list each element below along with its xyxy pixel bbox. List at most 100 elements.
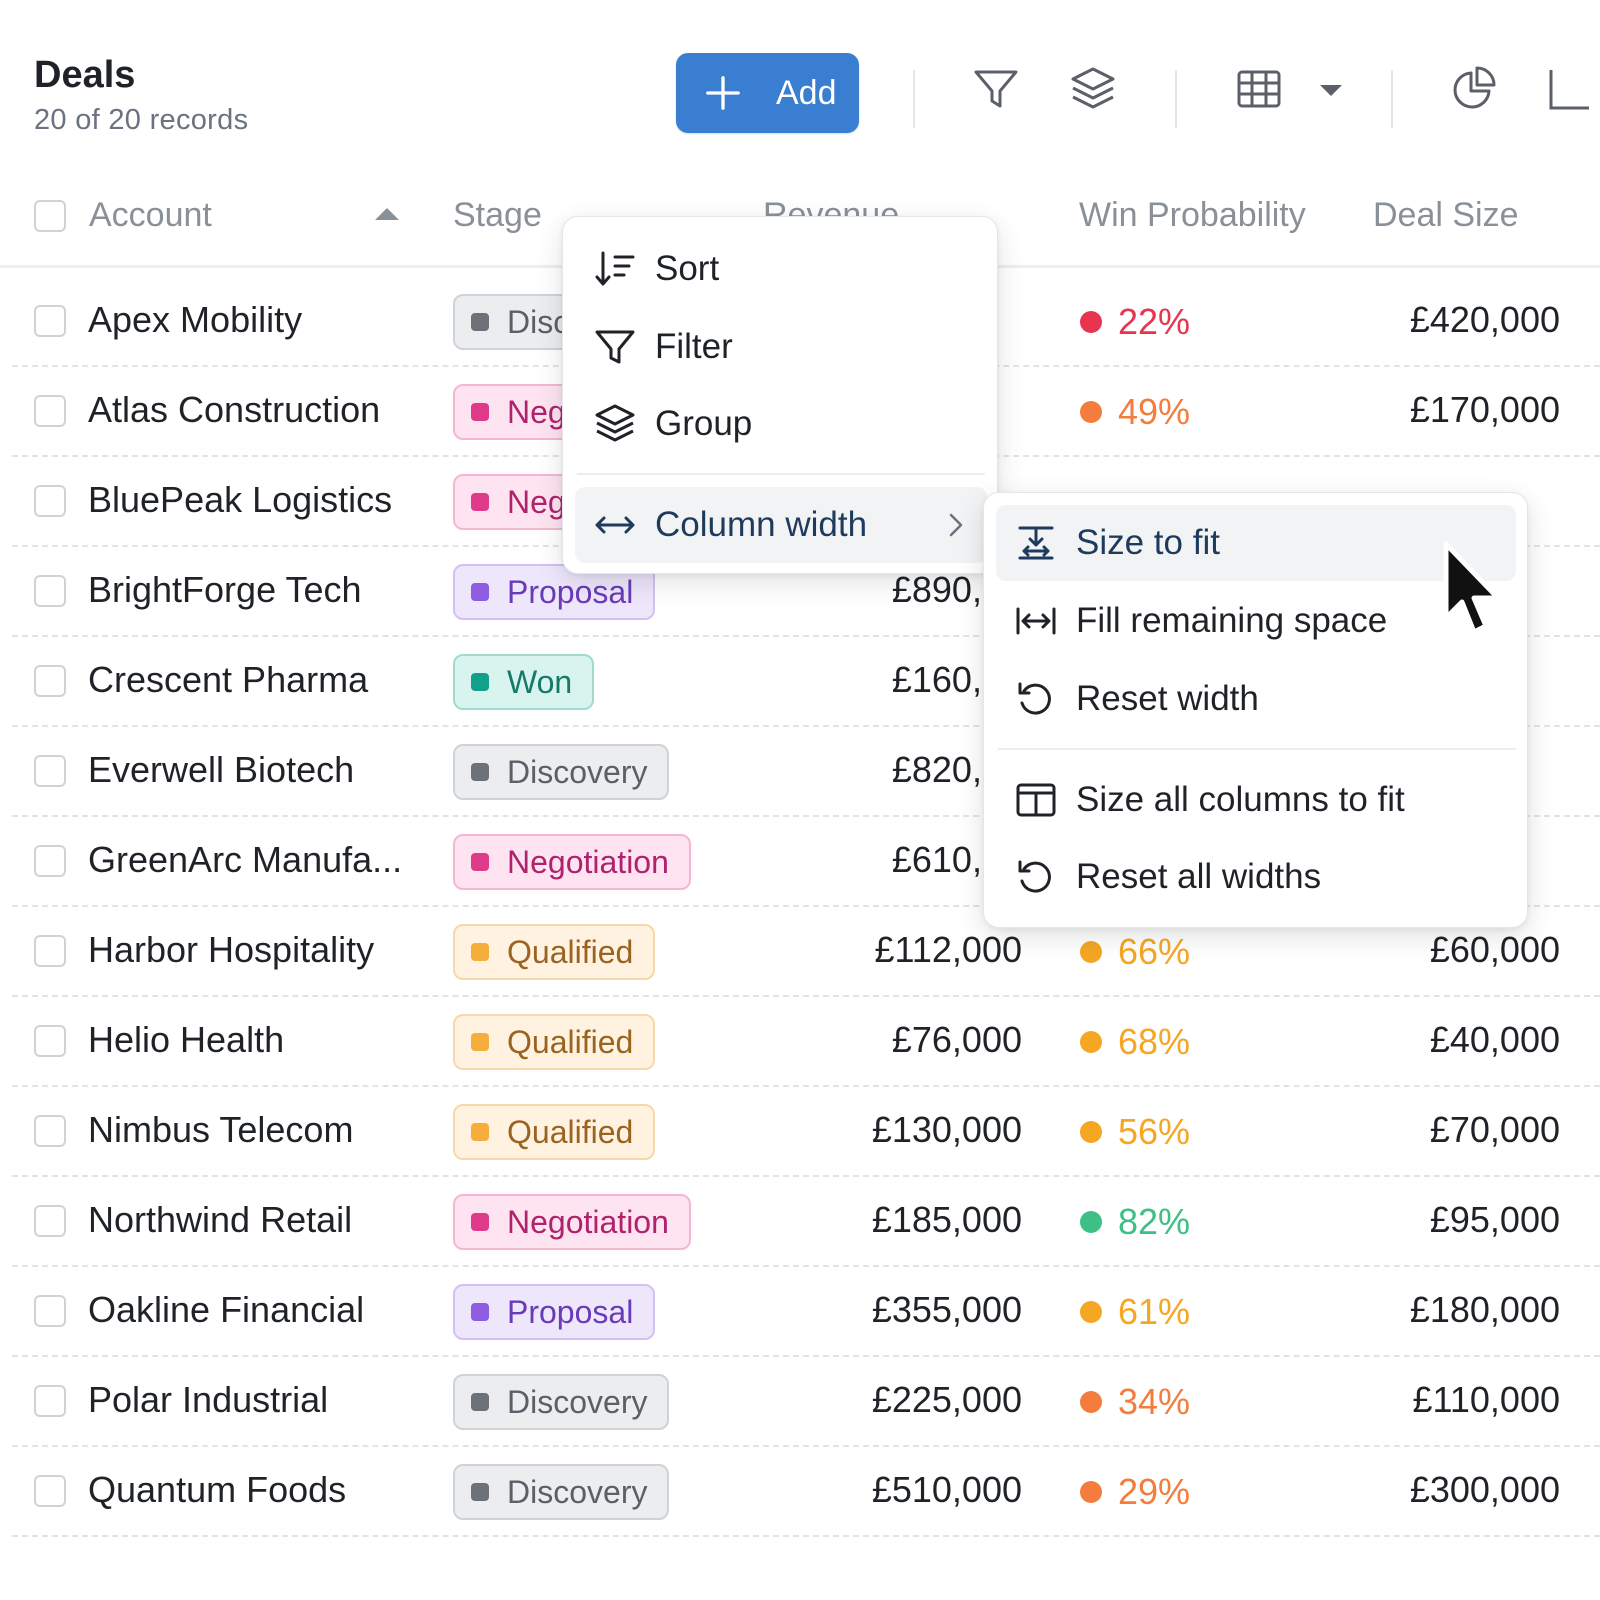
cell-revenue: £225,000 (871, 1379, 1022, 1420)
stage-label: Qualified (507, 1113, 634, 1150)
reset-icon (1018, 682, 1051, 715)
stage-badge: Proposal (453, 564, 656, 620)
stage-badge: Discovery (453, 744, 670, 800)
menu-item-reset-all-widths[interactable]: Reset all widths (1014, 855, 1321, 899)
row-checkbox[interactable] (34, 1205, 66, 1237)
row-checkbox[interactable] (34, 395, 66, 427)
row-checkbox[interactable] (34, 1025, 66, 1057)
stage-dot (471, 1483, 489, 1501)
pie-chart-icon[interactable] (1449, 64, 1499, 114)
probability-value: 29% (1118, 1471, 1191, 1512)
cell-account: GreenArc Manufa... (88, 839, 403, 880)
stage-label: Negotiation (507, 843, 669, 880)
row-checkbox[interactable] (34, 1475, 66, 1507)
column-header-stage[interactable]: Stage (453, 196, 542, 234)
row-checkbox[interactable] (34, 935, 66, 967)
table-row[interactable]: Crescent Pharma Won £160,00 (12, 637, 1600, 727)
stage-dot (471, 583, 489, 601)
record-count: 20 of 20 records (34, 104, 249, 136)
table-row[interactable]: Harbor Hospitality Qualified £112,000 66% £6… (12, 907, 1600, 997)
menu-divider (577, 473, 985, 475)
row-checkbox[interactable] (34, 1385, 66, 1417)
select-all-checkbox[interactable] (34, 200, 66, 232)
cell-account: Everwell Biotech (88, 749, 355, 790)
cell-win-probability: 29% (1080, 1471, 1190, 1513)
cell-revenue: £185,000 (871, 1199, 1022, 1240)
column-header-win-probability[interactable]: Win Probability (1079, 196, 1306, 234)
table-row[interactable]: Oakline Financial Proposal £355,000 61% £180… (12, 1267, 1600, 1357)
row-checkbox[interactable] (34, 575, 66, 607)
table-row[interactable]: Helio Health Qualified £76,000 68% £40,000 (12, 997, 1600, 1087)
menu-item-reset-width[interactable]: Reset width (1014, 677, 1259, 721)
probability-dot (1080, 311, 1102, 333)
probability-dot (1080, 401, 1102, 423)
row-checkbox[interactable] (34, 1115, 66, 1147)
cell-win-probability: 61% (1080, 1291, 1190, 1333)
row-checkbox[interactable] (34, 485, 66, 517)
column-header-account[interactable]: Account (89, 196, 212, 234)
probability-dot (1080, 1121, 1102, 1143)
cell-deal-size: £300,000 (1409, 1469, 1560, 1510)
cell-account: Nimbus Telecom (88, 1109, 354, 1150)
table-row[interactable]: Quantum Foods Discovery £510,000 29% £300,00… (12, 1447, 1600, 1537)
stage-dot (471, 313, 489, 331)
cell-deal-size: £40,000 (1429, 1019, 1560, 1060)
menu-divider (998, 748, 1516, 750)
menu-item-sort[interactable]: Sort (593, 247, 719, 291)
stage-badge: Negotiation (453, 1194, 691, 1250)
menu-item-column-width[interactable]: Column width (593, 503, 867, 547)
sort-ascending-icon[interactable] (375, 208, 399, 220)
probability-value: 82% (1118, 1201, 1191, 1242)
caret-down-icon[interactable] (1306, 64, 1356, 114)
stage-dot (471, 763, 489, 781)
stage-label: Won (507, 663, 573, 700)
stage-dot (471, 943, 489, 961)
stage-badge: Negotiation (453, 834, 691, 890)
chevron-right-icon (949, 513, 963, 537)
row-checkbox[interactable] (34, 755, 66, 787)
table-row[interactable]: Everwell Biotech Discovery £820,00 (12, 727, 1600, 817)
cell-win-probability: 82% (1080, 1201, 1190, 1243)
stage-label: Discovery (507, 753, 648, 790)
add-button[interactable]: Add (676, 53, 859, 133)
menu-item-filter[interactable]: Filter (593, 325, 733, 369)
stage-label: Negotiation (507, 1203, 669, 1240)
probability-dot (1080, 941, 1102, 963)
cell-deal-size: £180,000 (1409, 1289, 1560, 1330)
row-checkbox[interactable] (34, 845, 66, 877)
layers-icon (595, 404, 635, 442)
add-button-label: Add (776, 73, 837, 112)
table-row[interactable]: Nimbus Telecom Qualified £130,000 56% £70,00… (12, 1087, 1600, 1177)
row-checkbox[interactable] (34, 305, 66, 337)
stage-dot (471, 1123, 489, 1141)
menu-item-size-to-fit[interactable]: Size to fit (1014, 521, 1220, 565)
filter-icon[interactable] (971, 64, 1021, 114)
stage-badge: Qualified (453, 1014, 656, 1070)
mouse-pointer-icon (1443, 541, 1501, 635)
chart-icon[interactable] (1545, 64, 1595, 114)
plus-icon (706, 76, 740, 110)
cell-deal-size: £95,000 (1429, 1199, 1560, 1240)
menu-item-group[interactable]: Group (593, 402, 752, 446)
size-to-fit-icon (1018, 526, 1054, 560)
menu-item-size-all-columns[interactable]: Size all columns to fit (1014, 778, 1405, 822)
menu-item-fill-remaining-space[interactable]: Fill remaining space (1014, 599, 1387, 643)
column-header-deal-size[interactable]: Deal Size (1373, 196, 1519, 234)
resize-horizontal-icon (595, 516, 635, 534)
columns-icon (1016, 783, 1056, 817)
probability-value: 66% (1118, 931, 1191, 972)
layers-icon[interactable] (1068, 64, 1118, 114)
cell-account: Crescent Pharma (88, 659, 369, 700)
toolbar-divider (913, 70, 915, 128)
table-row[interactable]: Polar Industrial Discovery £225,000 34% £110… (12, 1357, 1600, 1447)
stage-dot (471, 1213, 489, 1231)
row-checkbox[interactable] (34, 1295, 66, 1327)
column-width-submenu: Size to fit Fill remaining space Reset w… (983, 492, 1528, 928)
stage-dot (471, 403, 489, 421)
cell-account: BluePeak Logistics (88, 479, 393, 520)
row-checkbox[interactable] (34, 665, 66, 697)
reset-icon (1018, 860, 1051, 893)
table-row[interactable]: Northwind Retail Negotiation £185,000 82% £9… (12, 1177, 1600, 1267)
grid-icon[interactable] (1234, 64, 1284, 114)
probability-dot (1080, 1301, 1102, 1323)
